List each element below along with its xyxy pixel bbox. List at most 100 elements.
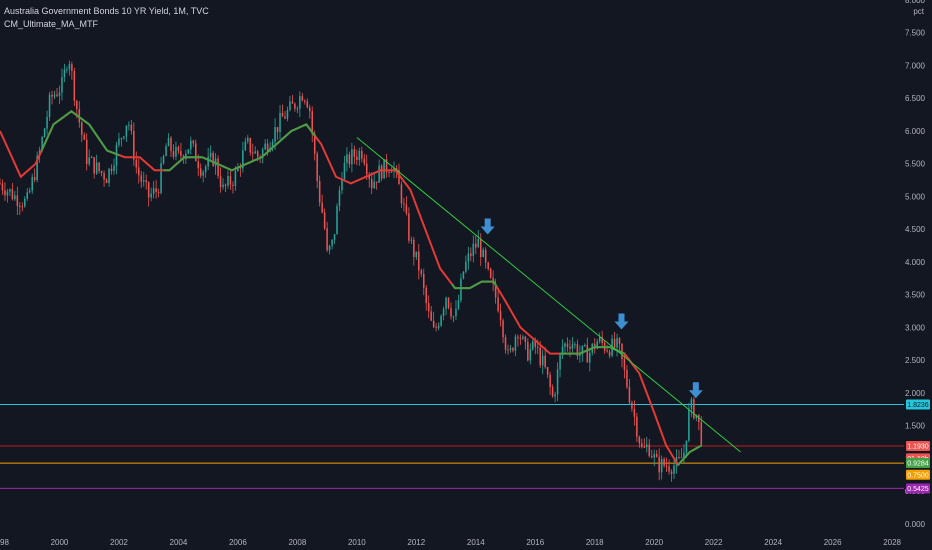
candle-body (105, 179, 108, 184)
moving-average-green-segment (559, 346, 625, 355)
candle-body (194, 143, 197, 162)
candle-body (244, 141, 247, 151)
candle-body (207, 156, 209, 167)
candle-body (375, 181, 378, 183)
y-tick-label: 0.000 (905, 520, 926, 529)
candle-body (234, 170, 237, 186)
candle-body (242, 150, 244, 169)
candle-body (192, 140, 195, 144)
candle-body (613, 338, 616, 348)
candle-body (71, 64, 73, 71)
candle-body (695, 414, 698, 419)
candle-body (133, 130, 135, 160)
candle-body (383, 159, 385, 179)
candle-body (678, 456, 680, 458)
candle-body (601, 337, 603, 344)
x-tick-label: 2012 (407, 538, 425, 547)
candle-body (356, 156, 358, 160)
x-tick-label: 2008 (288, 538, 306, 547)
candle-body (606, 350, 608, 352)
candle-body (589, 352, 591, 363)
candle-body (598, 337, 601, 342)
candle-body (435, 327, 437, 329)
candle-body (108, 168, 110, 184)
candle-body (660, 459, 663, 473)
candle-body (467, 253, 470, 262)
y-tick-label: 4.000 (905, 258, 926, 267)
candle-body (311, 111, 314, 134)
candle-body (26, 192, 29, 199)
candle-body (388, 172, 390, 174)
candle-body (365, 163, 368, 175)
candle-body (378, 165, 380, 183)
candle-body (685, 440, 688, 453)
candle-body (653, 454, 655, 458)
candle-body (313, 133, 316, 154)
y-tick-label: 1.500 (905, 422, 926, 431)
candle-body (172, 151, 175, 157)
candle-body (522, 336, 524, 339)
candle-body (683, 452, 685, 458)
candle-body (425, 287, 427, 304)
x-tick-label: 2006 (229, 538, 247, 547)
candle-body (618, 338, 621, 344)
candle-body (95, 162, 98, 174)
candle-body (261, 149, 264, 159)
candle-body (670, 471, 673, 474)
candle-body (536, 346, 539, 348)
candle-body (237, 166, 239, 171)
candle-body (31, 176, 33, 191)
candle-body (291, 101, 294, 104)
candle-body (21, 206, 24, 208)
candle-body (487, 262, 489, 269)
candle-body (427, 303, 430, 312)
candle-body (633, 408, 636, 417)
candle-body (271, 141, 274, 148)
candle-body (608, 351, 611, 356)
price-label-box (906, 483, 930, 494)
candle-body (199, 168, 202, 176)
candle-body (368, 174, 371, 179)
candle-body (323, 212, 326, 229)
candle-body (51, 94, 53, 97)
x-tick-label: 2016 (526, 538, 544, 547)
candle-body (190, 140, 192, 150)
candle-body (447, 297, 450, 308)
candle-body (527, 342, 529, 361)
candle-body (437, 325, 440, 329)
candle-body (103, 173, 105, 180)
candle-body (534, 341, 537, 347)
candle-body (385, 159, 388, 173)
candle-body (395, 168, 398, 171)
candle-body (574, 344, 576, 346)
y-tick-label: 2.500 (905, 356, 926, 365)
candle-body (628, 386, 631, 403)
candle-body (641, 443, 643, 447)
candle-body (494, 283, 497, 298)
indicator-label[interactable]: CM_Ultimate_MA_MTF (4, 19, 99, 29)
candle-body (445, 297, 447, 309)
x-tick-label: 2014 (467, 538, 485, 547)
candle-body (14, 195, 16, 200)
candle-body (56, 94, 58, 96)
candle-body (452, 316, 455, 318)
candle-body (631, 402, 633, 409)
candle-body (125, 125, 128, 137)
candle-body (289, 101, 291, 111)
candle-body (175, 146, 177, 157)
candle-body (499, 311, 502, 321)
price-label-box (906, 399, 930, 410)
candle-body (673, 465, 675, 474)
candle-body (1, 183, 4, 191)
candle-body (477, 239, 480, 248)
candle-body (665, 465, 668, 467)
candle-body (100, 171, 103, 174)
candle-body (118, 138, 120, 145)
candle-body (390, 171, 393, 173)
candle-body (497, 297, 499, 312)
candle-body (363, 158, 366, 164)
candle-body (380, 165, 383, 179)
candle-body (529, 349, 532, 361)
